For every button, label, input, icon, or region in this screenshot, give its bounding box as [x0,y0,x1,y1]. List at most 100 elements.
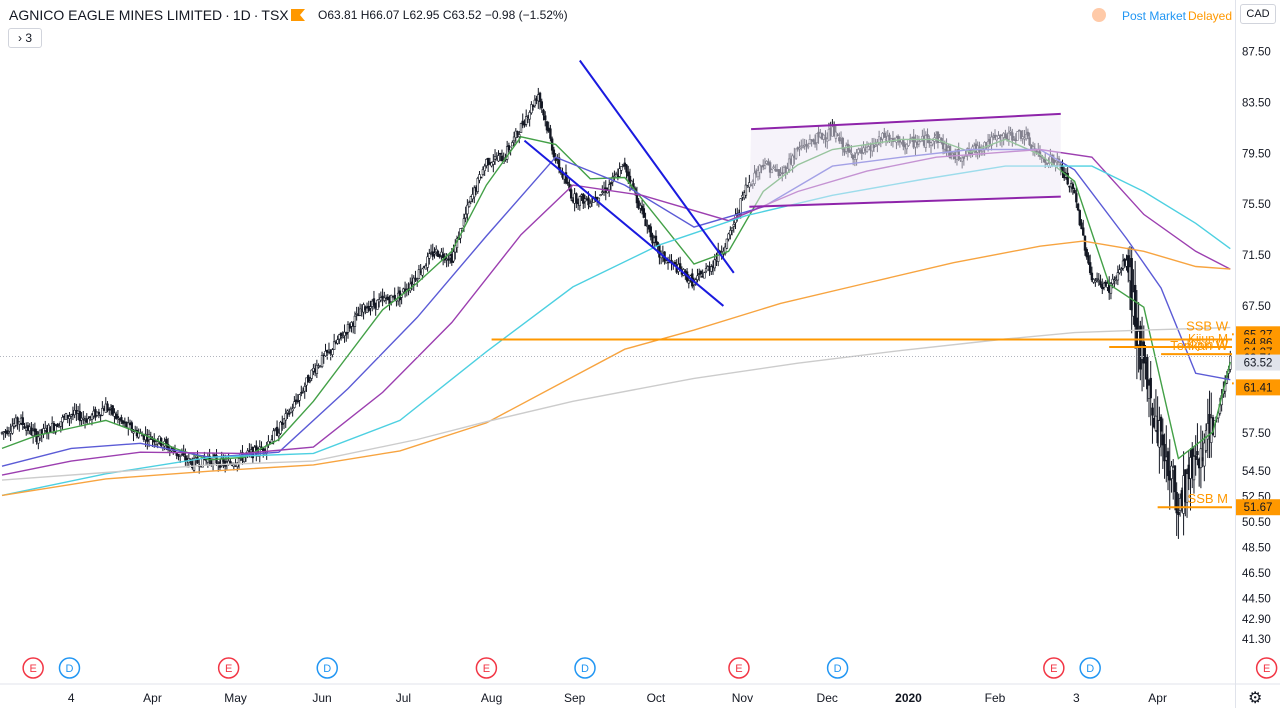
candle-body [294,399,298,402]
y-tick-label: 83.50 [1242,97,1271,109]
candle-body [1196,451,1199,456]
dividend-marker[interactable] [826,657,849,679]
candle-body [132,431,135,434]
candle-body [524,116,528,125]
candle-body [1082,227,1085,236]
earnings-marker[interactable] [217,657,240,679]
candle-body [111,405,114,415]
x-tick-label: 4 [68,691,75,705]
candle-body [606,190,609,194]
candle-body [78,411,82,422]
earnings-marker[interactable] [22,657,44,679]
candle-body [544,115,547,121]
candle-body [578,196,582,206]
candle-body [732,224,735,227]
currency-button[interactable]: CAD [1240,4,1276,24]
candle-body [1161,434,1165,446]
candle-body [486,157,490,166]
candle-body [1118,269,1121,274]
gear-icon[interactable]: ⚙ [1248,690,1263,707]
candle-body [156,441,159,445]
candle-body [355,313,358,315]
candle-body [1088,262,1092,274]
dividend-marker[interactable] [316,657,338,679]
earnings-marker[interactable] [728,657,750,679]
candle-body [180,454,184,457]
candle-body [116,416,120,418]
candle-body [500,155,504,162]
dividend-marker[interactable] [1079,657,1101,679]
candle-body [315,364,319,374]
y-tick-label: 79.50 [1242,148,1271,160]
moving-average-line-4 [1,165,1231,497]
candle-body [739,198,742,215]
x-tick-label: Apr [143,691,162,705]
candle-body [220,457,223,467]
y-tick-label: 50.50 [1242,517,1271,529]
flag-icon[interactable] [291,9,305,21]
event-letter: D [65,663,73,675]
interval-label[interactable]: 1D [232,7,251,23]
candle-body [16,417,19,424]
candle-body [237,458,241,465]
candle-body [101,408,104,416]
candle-body [56,424,59,428]
candle-body [637,200,640,209]
overlapping-level-label: Kijun W [1187,337,1229,351]
candle-body [1177,511,1180,515]
candle-body [512,136,516,142]
candle-body [473,187,476,198]
candle-body [673,262,677,265]
earnings-marker[interactable] [1255,657,1278,679]
candle-body [320,354,324,367]
candle-body [687,280,691,284]
candle-body [11,425,14,434]
candle-body [1146,356,1149,390]
x-tick-label: May [224,691,247,705]
candle-body [1130,258,1133,311]
ohlc-values: O63.81 H66.07 L62.95 C63.52 −0.98 (−1.52… [318,8,568,22]
candle-body [68,416,71,419]
candle-body [1071,183,1075,190]
candle-body [279,421,282,434]
candle-body [1087,255,1090,264]
x-tick-label: Feb [985,691,1006,705]
candle-body [1113,279,1116,282]
candle-body [275,426,279,436]
price-axis-divider [1235,0,1236,708]
candle-body [21,417,24,425]
candle-body [441,253,445,258]
candle-body [588,203,592,208]
candle-body [564,172,568,184]
y-tick-label: 71.50 [1242,250,1271,262]
channel-shading [749,113,1061,207]
candle-body [608,184,611,191]
candle-body [713,259,716,269]
candle-body [1109,283,1113,294]
earnings-marker[interactable] [475,657,498,679]
earnings-marker[interactable] [1043,657,1065,679]
candle-body [412,277,415,285]
symbol-title[interactable]: AGNICO EAGLE MINES LIMITED · 1D · TSX [9,7,289,23]
moving-average-line-6 [1,326,1231,481]
market-status-icon[interactable] [1092,8,1106,22]
chart-header: AGNICO EAGLE MINES LIMITED · 1D · TSX O63.81… [0,0,1280,48]
candle-body [379,297,383,301]
candle-body [1203,442,1206,467]
dividend-marker[interactable] [58,657,81,679]
candle-body [166,443,170,450]
candle-body [310,369,313,379]
candle-body [324,350,327,357]
candle-body [353,315,357,327]
price-tag [1236,354,1280,371]
candle-body [421,268,424,276]
indicators-toggle-button[interactable]: › 3 [8,28,42,48]
candle-body [493,156,497,160]
candle-body [59,421,63,427]
candle-body [196,457,199,464]
dividend-marker[interactable] [574,657,596,679]
symbol-name: AGNICO EAGLE MINES LIMITED [9,7,223,23]
moving-average-line-3 [1,148,1231,476]
candle-body [90,414,94,420]
